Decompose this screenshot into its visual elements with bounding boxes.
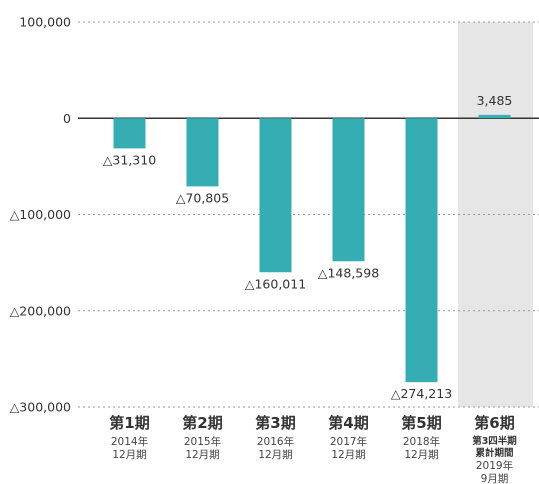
x-category-date: 2015年 <box>184 435 221 448</box>
x-category-period: 第1期 <box>109 414 149 432</box>
x-category-date: 12月期 <box>258 449 292 461</box>
x-category-date: 12月期 <box>404 449 438 461</box>
y-tick-label: 100,000 <box>19 15 71 30</box>
bar <box>259 118 292 273</box>
y-tick-label: 0 <box>63 111 71 126</box>
bar <box>332 118 365 262</box>
y-tick-label: △200,000 <box>10 303 71 318</box>
bars-group <box>113 114 511 383</box>
bar <box>113 118 146 149</box>
data-label: △160,011 <box>245 276 306 291</box>
bar <box>405 118 438 383</box>
x-axis-labels: 第1期2014年12月期第2期2015年12月期第3期2016年12月期第4期2… <box>109 414 517 484</box>
data-label: △31,310 <box>103 152 156 167</box>
data-label: △274,213 <box>391 386 452 401</box>
x-category-date: 2019年 <box>476 459 513 472</box>
x-category-period: 第2期 <box>182 414 222 432</box>
x-category-date: 12月期 <box>112 449 146 461</box>
x-category-subtitle: 第3四半期 <box>472 435 517 447</box>
x-category-date: 2014年 <box>111 435 148 448</box>
bar <box>478 114 511 119</box>
y-tick-label: △300,000 <box>10 400 71 415</box>
x-category-date: 2017年 <box>330 435 367 448</box>
data-label: 3,485 <box>477 93 513 108</box>
x-category-period: 第5期 <box>401 414 441 432</box>
x-category-date: 2018年 <box>403 435 440 448</box>
y-axis-ticks: 100,000 0 △100,000 △200,000 △300,000 <box>10 15 71 415</box>
x-category-date: 9月期 <box>481 473 509 484</box>
x-category-period: 第3期 <box>255 414 295 432</box>
gridlines-group <box>78 21 539 408</box>
highlight-column-background <box>458 22 533 407</box>
data-label: △70,805 <box>176 190 229 205</box>
data-label: △148,598 <box>318 265 379 280</box>
x-category-period: 第6期 <box>474 414 514 432</box>
x-category-subtitle: 累計期間 <box>475 447 513 459</box>
x-category-date: 2016年 <box>257 435 294 448</box>
x-category-date: 12月期 <box>185 449 219 461</box>
x-category-period: 第4期 <box>328 414 368 432</box>
y-tick-label: △100,000 <box>10 207 71 222</box>
bar <box>186 118 219 187</box>
data-labels-group: △31,310 △70,805 △160,011 △148,598 △274,213 3,… <box>103 93 513 401</box>
highlight-background-group <box>458 22 533 407</box>
x-category-date: 12月期 <box>331 449 365 461</box>
